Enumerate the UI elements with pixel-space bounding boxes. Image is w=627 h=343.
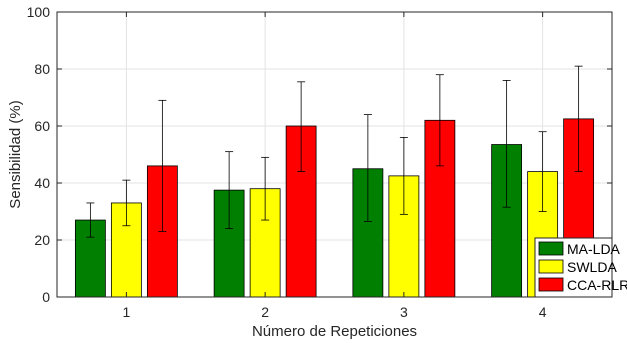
legend-swatch	[538, 241, 564, 256]
error-bar-cca-rlr-4	[574, 65, 583, 173]
x-tick-label: 2	[261, 304, 269, 320]
error-bar-swlda-3	[399, 136, 408, 215]
x-tick-label: 4	[539, 304, 547, 320]
legend-label: CCA-RLR	[567, 277, 627, 293]
error-bars-group	[86, 65, 583, 238]
error-bar-ma-lda-4	[502, 80, 511, 208]
y-tick-label: 0	[42, 289, 50, 305]
x-axis-ticks: 1 2 3 4	[122, 12, 547, 320]
error-bar-ma-lda-2	[225, 151, 234, 230]
error-bar-swlda-2	[261, 156, 270, 221]
legend-label: SWLDA	[567, 259, 617, 275]
error-bar-ma-lda-1	[86, 202, 95, 238]
y-tick-label: 60	[34, 118, 50, 134]
x-tick-label: 1	[122, 304, 130, 320]
bars-group	[74, 118, 595, 298]
x-axis-label: Número de Repeticiones	[252, 323, 417, 340]
y-tick-label: 20	[34, 232, 50, 248]
y-tick-label: 100	[27, 4, 51, 20]
y-axis-ticks: 0 20 40 60 80 100	[27, 4, 612, 305]
legend-label: MA-LDA	[567, 241, 621, 257]
error-bar-ma-lda-3	[363, 114, 372, 222]
plot-frame	[56, 11, 613, 298]
error-bar-swlda-4	[538, 131, 547, 212]
legend-swatch	[538, 277, 564, 292]
error-bar-cca-rlr-2	[297, 81, 306, 173]
legend-swatch	[538, 259, 564, 274]
error-bar-cca-rlr-3	[435, 74, 444, 167]
x-tick-label: 3	[400, 304, 408, 320]
y-tick-label: 80	[34, 61, 50, 77]
legend: MA-LDA SWLDA CCA-RLR	[534, 237, 627, 298]
error-bar-swlda-1	[122, 179, 131, 227]
y-axis-label: Sensibilidad (%)	[7, 100, 24, 208]
y-tick-label: 40	[34, 175, 50, 191]
error-bar-cca-rlr-1	[158, 99, 167, 232]
